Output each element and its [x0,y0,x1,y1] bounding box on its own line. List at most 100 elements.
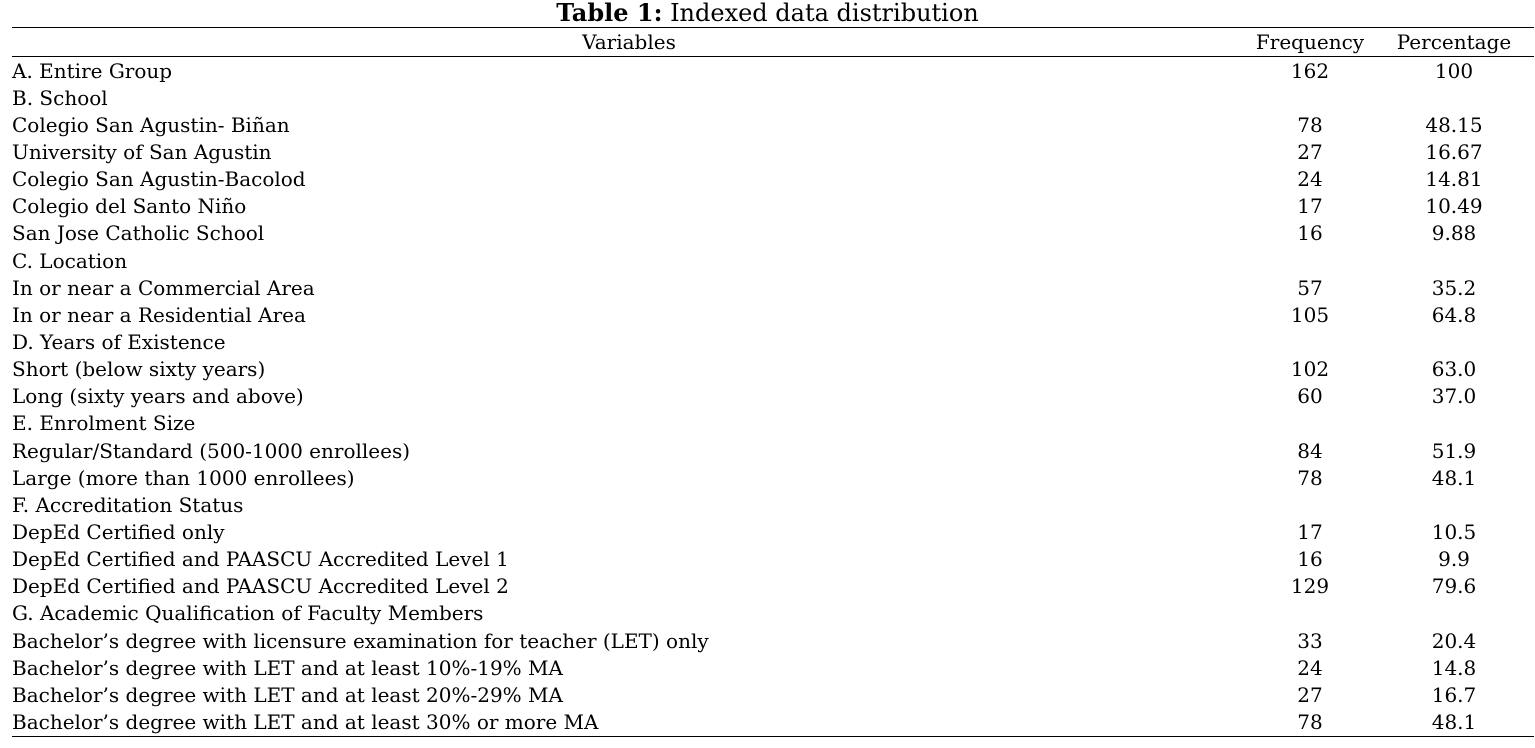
category-label: D. Years of Existence [12,329,226,354]
item-label: Colegio del Santo Niño [12,194,247,219]
frequency-cell: 129 [1290,574,1330,599]
percentage-cell: 37.0 [1431,384,1477,409]
percentage-cell: 79.6 [1431,574,1477,599]
item-label: Short (below sixty years) [12,357,266,382]
category-label: F. Accreditation Status [12,492,244,517]
data-table: Variables Frequency Percentage A. Entire… [12,27,1534,737]
percentage-cell [1374,328,1534,355]
item-label: Regular/Standard (500-1000 enrollees) [12,438,411,463]
table-row: C. Location [12,247,1534,274]
table-row: In or near a Commercial Area 57 35.2 [12,274,1534,301]
table-row: F. Accreditation Status [12,491,1534,518]
percentage-cell: 63.0 [1431,357,1477,382]
category-label: C. Location [12,248,128,273]
item-label: In or near a Commercial Area [12,275,315,300]
percentage-cell: 14.81 [1425,167,1483,192]
table-row: D. Years of Existence [12,328,1534,355]
percentage-cell: 48.15 [1425,112,1483,137]
table-row: Colegio San Agustin-Bacolod 24 14.81 [12,166,1534,193]
frequency-cell: 105 [1290,302,1330,327]
table-row: Bachelor’s degree with LET and at least … [12,681,1534,708]
category-label: G. Academic Qualification of Faculty Mem… [12,601,484,626]
table-caption: Table 1: Indexed data distribution [0,0,1535,26]
percentage-cell: 9.9 [1438,547,1470,572]
item-label: DepEd Certified only [12,519,225,544]
item-label: In or near a Residential Area [12,302,306,327]
percentage-cell [1374,247,1534,274]
frequency-cell [1246,410,1374,437]
table-row: Short (below sixty years) 102 63.0 [12,356,1534,383]
table-row: E. Enrolment Size [12,410,1534,437]
table-row: A. Entire Group 162 100 [12,57,1534,85]
percentage-cell [1374,84,1534,111]
frequency-cell [1246,491,1374,518]
frequency-cell: 17 [1297,194,1323,219]
frequency-cell: 24 [1297,655,1323,680]
percentage-cell: 10.49 [1425,194,1483,219]
frequency-cell: 78 [1297,465,1323,490]
item-label: Colegio San Agustin- Biñan [12,112,290,137]
percentage-cell: 10.5 [1431,519,1477,544]
frequency-cell: 27 [1297,139,1323,164]
table-row: Long (sixty years and above) 60 37.0 [12,383,1534,410]
item-label: Bachelor’s degree with licensure examina… [12,628,709,653]
table-row: Bachelor’s degree with LET and at least … [12,708,1534,737]
percentage-cell: 48.1 [1374,708,1534,737]
frequency-cell [1246,600,1374,627]
table-row: DepEd Certified and PAASCU Accredited Le… [12,573,1534,600]
frequency-cell [1246,84,1374,111]
frequency-cell: 162 [1290,58,1330,83]
frequency-cell: 24 [1297,167,1323,192]
frequency-cell [1246,247,1374,274]
table-row: San Jose Catholic School 16 9.88 [12,220,1534,247]
frequency-header: Frequency [1246,27,1374,57]
category-label: B. School [12,85,108,110]
item-label: University of San Agustin [12,139,272,164]
frequency-cell: 78 [1246,708,1374,737]
table-row: DepEd Certified and PAASCU Accredited Le… [12,546,1534,573]
item-label: Colegio San Agustin-Bacolod [12,167,306,192]
frequency-cell: 84 [1297,438,1323,463]
table-row: Colegio San Agustin- Biñan 78 48.15 [12,111,1534,138]
item-label: Long (sixty years and above) [12,384,304,409]
table-row: B. School [12,84,1534,111]
frequency-cell [1246,328,1374,355]
variables-header: Variables [12,27,1246,57]
table-row: Bachelor’s degree with licensure examina… [12,627,1534,654]
table-row: Colegio del Santo Niño 17 10.49 [12,193,1534,220]
item-label: DepEd Certified and PAASCU Accredited Le… [12,547,509,572]
percentage-cell: 35.2 [1431,275,1477,300]
percentage-cell [1374,410,1534,437]
table-row: G. Academic Qualification of Faculty Mem… [12,600,1534,627]
percentage-cell: 16.7 [1431,682,1477,707]
table-body: A. Entire Group 162 100 B. School Colegio Sa… [12,57,1534,737]
frequency-cell: 102 [1290,357,1330,382]
percentage-cell: 14.8 [1431,655,1477,680]
item-label: San Jose Catholic School [12,221,265,246]
table-row: DepEd Certified only 17 10.5 [12,518,1534,545]
table-row: Large (more than 1000 enrollees) 78 48.1 [12,464,1534,491]
frequency-cell: 33 [1297,628,1323,653]
category-label: A. Entire Group [12,58,173,83]
frequency-cell: 16 [1297,547,1323,572]
percentage-cell: 64.8 [1431,302,1477,327]
percentage-cell: 48.1 [1431,465,1477,490]
table-row: University of San Agustin 27 16.67 [12,138,1534,165]
frequency-cell: 60 [1297,384,1323,409]
percentage-cell: 51.9 [1431,438,1477,463]
table-row: In or near a Residential Area 105 64.8 [12,301,1534,328]
table-row: Regular/Standard (500-1000 enrollees) 84 5… [12,437,1534,464]
item-label: Bachelor’s degree with LET and at least … [12,655,563,680]
category-label: E. Enrolment Size [12,411,196,436]
item-label: Bachelor’s degree with LET and at least … [12,708,1246,737]
percentage-cell [1374,600,1534,627]
header-row: Variables Frequency Percentage [12,27,1534,57]
percentage-cell [1374,491,1534,518]
table-caption-label: Table 1: [556,0,663,27]
item-label: DepEd Certified and PAASCU Accredited Le… [12,574,509,599]
percentage-cell: 9.88 [1431,221,1477,246]
item-label: Large (more than 1000 enrollees) [12,465,355,490]
frequency-cell: 78 [1297,112,1323,137]
frequency-cell: 57 [1297,275,1323,300]
percentage-cell: 16.67 [1425,139,1483,164]
